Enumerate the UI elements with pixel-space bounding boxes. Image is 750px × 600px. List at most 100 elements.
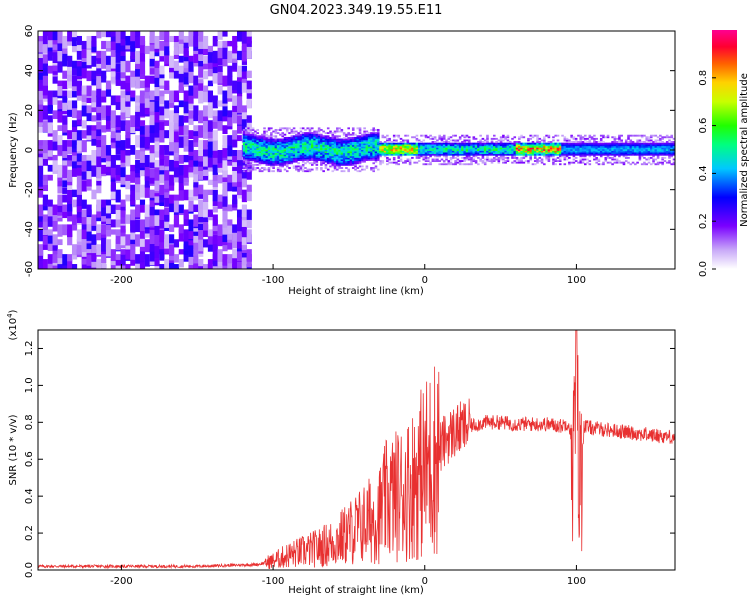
heat-cell <box>543 150 546 153</box>
heat-cell <box>388 137 391 140</box>
heat-cell <box>547 155 551 158</box>
heat-cell <box>552 153 555 156</box>
heat-cell <box>547 150 551 153</box>
heat-cell <box>251 143 255 146</box>
heat-cell <box>467 136 471 139</box>
heat-cell <box>449 156 453 159</box>
heat-cell <box>322 138 325 141</box>
heat-cell <box>256 148 259 150</box>
heat-cell <box>279 160 282 163</box>
heat-cell <box>511 142 514 145</box>
heat-cell <box>38 110 44 123</box>
heat-cell <box>561 153 564 156</box>
heat-cell <box>285 151 289 154</box>
heat-cell <box>139 135 146 148</box>
heat-cell <box>422 156 426 159</box>
heat-cell <box>467 147 471 150</box>
heat-cell <box>556 147 560 150</box>
heat-cell <box>620 139 623 142</box>
heat-cell <box>47 254 53 264</box>
heat-cell <box>336 152 339 155</box>
heat-cell <box>193 234 199 243</box>
heat-cell <box>604 142 608 145</box>
heat-cell <box>531 136 535 139</box>
heat-cell <box>342 148 346 150</box>
heat-cell <box>249 141 253 144</box>
heat-cell <box>260 146 264 149</box>
heat-cell <box>611 158 614 161</box>
heat-cell <box>363 160 366 163</box>
heat-cell <box>363 148 366 150</box>
heat-cell <box>267 152 271 155</box>
heat-cell <box>306 141 310 144</box>
heat-cell <box>354 138 357 141</box>
heat-cell <box>670 152 674 155</box>
heat-cell <box>467 139 471 142</box>
heat-cell <box>329 140 332 142</box>
heat-cell <box>313 148 316 150</box>
heat-cell <box>452 142 455 145</box>
heat-cell <box>486 160 489 163</box>
heat-cell <box>301 149 305 152</box>
heat-cell <box>183 35 189 43</box>
heat-cell <box>404 142 407 145</box>
heat-cell <box>506 142 510 145</box>
heat-cell <box>522 155 526 158</box>
heat-cell <box>645 150 648 153</box>
heat-cell <box>67 159 73 167</box>
heat-cell <box>624 156 628 159</box>
heat-cell <box>81 40 87 50</box>
heat-cell <box>42 60 49 69</box>
heat-cell <box>477 163 480 166</box>
heat-cell <box>599 152 603 155</box>
heat-cell <box>57 224 63 237</box>
heat-cell <box>643 134 646 137</box>
heat-cell <box>659 134 662 137</box>
heat-cell <box>241 105 247 113</box>
heat-cell <box>493 149 496 151</box>
heat-cell <box>173 40 180 48</box>
heat-cell <box>520 147 523 150</box>
heat-cell <box>563 145 567 148</box>
heat-cell <box>42 105 49 113</box>
heat-cell <box>354 157 357 160</box>
heat-cell <box>515 161 519 164</box>
heat-cell <box>447 136 451 139</box>
heat-cell <box>620 150 623 153</box>
heat-cell <box>392 136 396 139</box>
heat-cell <box>415 137 419 140</box>
heat-cell <box>101 254 107 264</box>
heat-cell <box>433 141 437 143</box>
heat-cell <box>456 152 460 155</box>
heat-cell <box>622 152 626 155</box>
heat-cell <box>120 229 126 237</box>
heat-cell <box>386 156 389 159</box>
heat-cell <box>245 167 248 169</box>
heat-cell <box>652 149 655 151</box>
heat-cell <box>470 144 473 147</box>
heat-cell <box>110 40 116 51</box>
heat-cell <box>613 150 617 153</box>
heat-cell <box>315 141 319 144</box>
heat-cell <box>62 100 68 112</box>
heat-cell <box>347 127 350 130</box>
heat-cell <box>440 163 444 166</box>
heat-cell <box>652 134 655 137</box>
heat-cell <box>313 138 316 141</box>
heat-cell <box>329 151 332 154</box>
heat-cell <box>529 153 532 156</box>
heat-cell <box>159 154 165 166</box>
heat-cell <box>599 163 603 166</box>
heat-cell <box>351 148 355 150</box>
heat-cell <box>502 149 505 151</box>
heat-cell <box>656 155 660 158</box>
heat-cell <box>549 144 553 147</box>
heat-cell <box>81 169 87 180</box>
heat-cell <box>242 151 246 154</box>
heat-cell <box>299 151 303 154</box>
heat-cell <box>545 153 548 156</box>
heat-cell <box>379 163 382 166</box>
heat-cell <box>634 163 637 166</box>
heat-cell <box>308 140 312 142</box>
heat-cell <box>577 141 580 143</box>
